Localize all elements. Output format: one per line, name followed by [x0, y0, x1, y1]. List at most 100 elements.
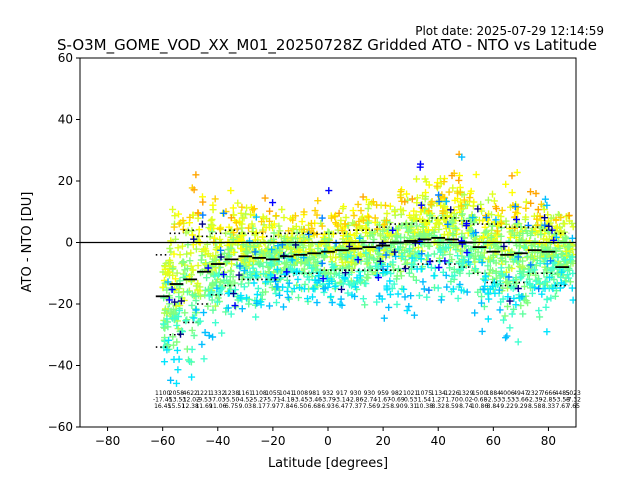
bin-annotation-n: 2327	[527, 390, 542, 397]
bin-annotation-n: 1238	[224, 390, 239, 397]
bin-annotation-sd: 10.86	[471, 403, 488, 410]
bin-annotation-mean: 1.70	[445, 397, 459, 404]
bin-annotation-mean: -4.18	[279, 397, 295, 404]
y-tick-label: −20	[48, 297, 73, 311]
bin-annotation-sd: 6.68	[308, 403, 322, 410]
x-tick-label: 0	[324, 434, 332, 448]
bin-annotation-sd: 9.25	[376, 403, 390, 410]
bin-annotation-mean: -4.52	[238, 397, 254, 404]
bin-annotation-n: 959	[377, 390, 389, 397]
bin-annotation-sd: 7.67	[556, 403, 570, 410]
bin-annotation-n: 982	[391, 390, 403, 397]
bin-annotation-sd: 9.31	[404, 403, 418, 410]
bin-annotation-sd: 12.38	[182, 403, 199, 410]
scatter-marker-group	[170, 169, 565, 246]
bin-annotation-n: 930	[364, 390, 376, 397]
bin-annotation-n: 917	[336, 390, 348, 397]
bin-annotation-mean: -5.71	[265, 397, 281, 404]
x-axis: −80 −60 −40 −20 0 20 40 60 80	[95, 427, 556, 448]
y-tick-label: 0	[65, 236, 73, 250]
bin-annotation-sd: 11.06	[209, 403, 226, 410]
bin-annotation-mean: -1.67	[375, 397, 391, 404]
x-tick-label: −20	[260, 434, 285, 448]
bin-annotation-sd: 8.90	[390, 403, 404, 410]
x-tick-label: −60	[150, 434, 175, 448]
plot-date: Plot date: 2025-07-29 12:14:59	[415, 24, 604, 38]
bin-annotation-n: 5023	[566, 390, 581, 397]
bin-annotation-n: 1134	[431, 390, 446, 397]
x-tick-label: −80	[95, 434, 120, 448]
bin-annotation-n: 1161	[238, 390, 253, 397]
bin-annotation-sd: 9.22	[500, 403, 514, 410]
bin-annotation-mean: -9.53	[196, 397, 212, 404]
bin-annotation-mean: -13.53	[167, 397, 187, 404]
mean-line	[155, 236, 570, 298]
bin-annotation-sd: 9.03	[239, 403, 253, 410]
bin-annotation-mean: -3.46	[306, 397, 322, 404]
y-tick-label: 60	[58, 51, 73, 65]
bin-annotation-mean: -12.02	[181, 397, 201, 404]
bin-annotation-sd: 15.51	[168, 403, 185, 410]
bin-annotation-mean: 0.53	[404, 397, 418, 404]
bin-annotation-mean: -2.53	[486, 397, 502, 404]
bin-annotation-sd: 8.32	[432, 403, 446, 410]
bin-annotation-n: 1226	[444, 390, 459, 397]
bin-annotation-n: 1221	[196, 390, 211, 397]
bin-annotation-n: 4006	[499, 390, 514, 397]
x-tick-label: 20	[375, 434, 390, 448]
bin-annotation-mean: 0.02	[459, 397, 473, 404]
bin-annotation-sd: 7.65	[567, 403, 581, 410]
bin-annotation-mean: -0.68	[472, 397, 488, 404]
x-tick-label: 80	[541, 434, 556, 448]
bin-annotation-n: 1329	[458, 390, 473, 397]
bin-annotation-mean: -5.27	[251, 397, 267, 404]
bin-annotation-sd: 8.59	[445, 403, 459, 410]
bin-annotation-sd: 6.47	[335, 403, 349, 410]
y-axis-label: ATO - NTO [DU]	[20, 192, 35, 293]
bin-annotation-n: 4947	[513, 390, 528, 397]
scatter-marker-group	[164, 153, 576, 384]
bin-annotation-mean: -2.86	[348, 397, 364, 404]
bin-annotation-mean: -2.85	[541, 397, 557, 404]
bin-annotation-sd: 7.97	[266, 403, 280, 410]
bin-annotation-mean: -2.74	[362, 397, 378, 404]
y-tick-label: 20	[58, 174, 73, 188]
bin-annotation-n: 1041	[279, 390, 294, 397]
bin-annotation-n: 1108	[251, 390, 266, 397]
bin-annotation-n: 1100	[155, 390, 170, 397]
bin-annotation-sd: 7.84	[280, 403, 294, 410]
bin-annotation-n: 1021	[403, 390, 418, 397]
x-tick-label: −40	[205, 434, 230, 448]
x-tick-label: 60	[486, 434, 501, 448]
bin-annotation-mean: -17.45	[153, 397, 173, 404]
bin-annotation-n: 4622	[183, 390, 198, 397]
chart-title: S-O3M_GOME_VOD_XX_M01_20250728Z Gridded …	[57, 36, 597, 55]
bin-annotation-sd: 8.33	[542, 403, 556, 410]
bin-annotation-sd: 6.75	[225, 403, 239, 410]
bin-annotation-mean: -3.14	[334, 397, 350, 404]
bin-annotation-mean: -3.45	[293, 397, 309, 404]
y-tick-label: 40	[58, 113, 73, 127]
bin-annotation-mean: 1.27	[432, 397, 446, 404]
bin-annotation-n: 2058	[169, 390, 184, 397]
bin-annotation-n: 1055	[265, 390, 280, 397]
bin-annotation-sd: 10.38	[416, 403, 433, 410]
bin-annotation-sd: 11.69	[195, 403, 212, 410]
bin-annotation-n: 4485	[555, 390, 570, 397]
scatter-points	[159, 150, 576, 387]
scatter-marker-group	[190, 150, 573, 222]
x-tick-label: 40	[431, 434, 446, 448]
bin-annotation-mean: -3.58	[554, 397, 570, 404]
bin-annotation-mean: -2.39	[527, 397, 543, 404]
bin-annotation-n: 1500	[472, 390, 487, 397]
bin-annotation-mean: -7.03	[210, 397, 226, 404]
y-tick-label: −60	[48, 420, 73, 434]
x-axis-label: Latitude [degrees]	[268, 456, 388, 471]
bin-annotation-sd: 8.58	[528, 403, 542, 410]
bin-annotation-sd: 6.50	[294, 403, 308, 410]
bin-annotation-n: 1008	[293, 390, 308, 397]
bin-annotation-mean: 1.54	[418, 397, 432, 404]
bin-annotation-mean: -0.69	[389, 397, 405, 404]
